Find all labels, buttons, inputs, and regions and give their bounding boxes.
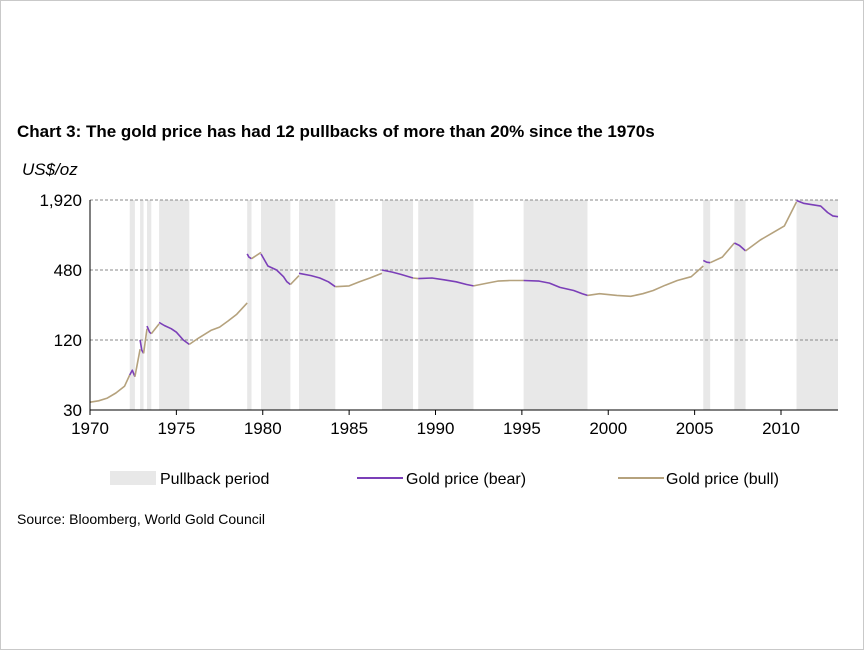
pullback-bands <box>129 200 838 410</box>
x-tick-label: 1985 <box>330 419 368 438</box>
bull-series-line <box>150 323 160 335</box>
bull-series-line <box>251 251 262 260</box>
pullback-band <box>147 200 152 410</box>
x-tick-label: 1990 <box>417 419 455 438</box>
pullback-band <box>261 200 291 410</box>
x-tick-label: 1970 <box>71 419 109 438</box>
pullback-band <box>299 200 336 410</box>
y-tick-label: 480 <box>54 261 82 280</box>
bear-series-line <box>734 242 747 252</box>
bull-series-line <box>188 302 248 346</box>
pullback-band <box>381 200 414 410</box>
x-tick-label: 2010 <box>762 419 800 438</box>
legend-label-bear: Gold price (bear) <box>406 471 526 488</box>
legend-swatch-pullback <box>110 471 156 485</box>
pullback-band <box>734 200 746 410</box>
bear-series-line <box>158 321 190 346</box>
bear-series-line <box>702 259 711 264</box>
pullback-band <box>523 200 588 410</box>
axes: 30 120 480 1,920 1970 1975 1980 1985 1990 1995 200… <box>39 191 838 438</box>
x-tick-label: 1995 <box>503 419 541 438</box>
source-note: Source: Bloomberg, World Gold Council <box>17 511 265 527</box>
price-series <box>89 199 839 403</box>
y-tick-label: 1,920 <box>39 191 82 210</box>
bull-series-line <box>89 374 131 403</box>
bear-series-line <box>381 269 414 279</box>
bear-series-line <box>796 199 839 218</box>
bull-series-line <box>142 328 148 354</box>
pullback-band <box>418 200 474 410</box>
bear-series-line <box>418 277 474 287</box>
bear-series-line <box>523 279 588 297</box>
y-tick-label: 30 <box>63 401 82 420</box>
pullback-band <box>129 200 135 410</box>
pullback-band <box>140 200 144 410</box>
legend-label-pullback: Pullback period <box>160 471 269 488</box>
bull-series-line <box>412 277 419 280</box>
bear-series-line <box>260 253 291 286</box>
bull-series-line <box>473 279 524 287</box>
y-axis-unit: US$/oz <box>22 160 78 179</box>
x-tick-label: 1980 <box>244 419 282 438</box>
bull-series-line <box>587 265 704 298</box>
pullback-band <box>159 200 190 410</box>
bull-series-line <box>709 242 736 264</box>
pullback-band <box>796 200 838 410</box>
legend-label-bull: Gold price (bull) <box>666 471 779 488</box>
pullback-band <box>703 200 711 410</box>
bull-series-line <box>745 201 798 252</box>
x-tick-label: 2005 <box>676 419 714 438</box>
pullback-band <box>247 200 252 410</box>
x-tick-label: 2000 <box>589 419 627 438</box>
bull-series-line <box>289 275 300 286</box>
chart-title: Chart 3: The gold price has had 12 pullb… <box>17 122 655 141</box>
bull-series-line <box>134 349 141 377</box>
bear-series-line <box>246 253 252 260</box>
legend: Pullback period Gold price (bear) Gold pri… <box>110 471 779 488</box>
x-tick-label: 1975 <box>157 419 195 438</box>
bear-series-line <box>298 272 336 288</box>
y-tick-label: 120 <box>54 331 82 350</box>
bear-series-line <box>128 369 136 377</box>
bull-series-line <box>335 272 383 288</box>
